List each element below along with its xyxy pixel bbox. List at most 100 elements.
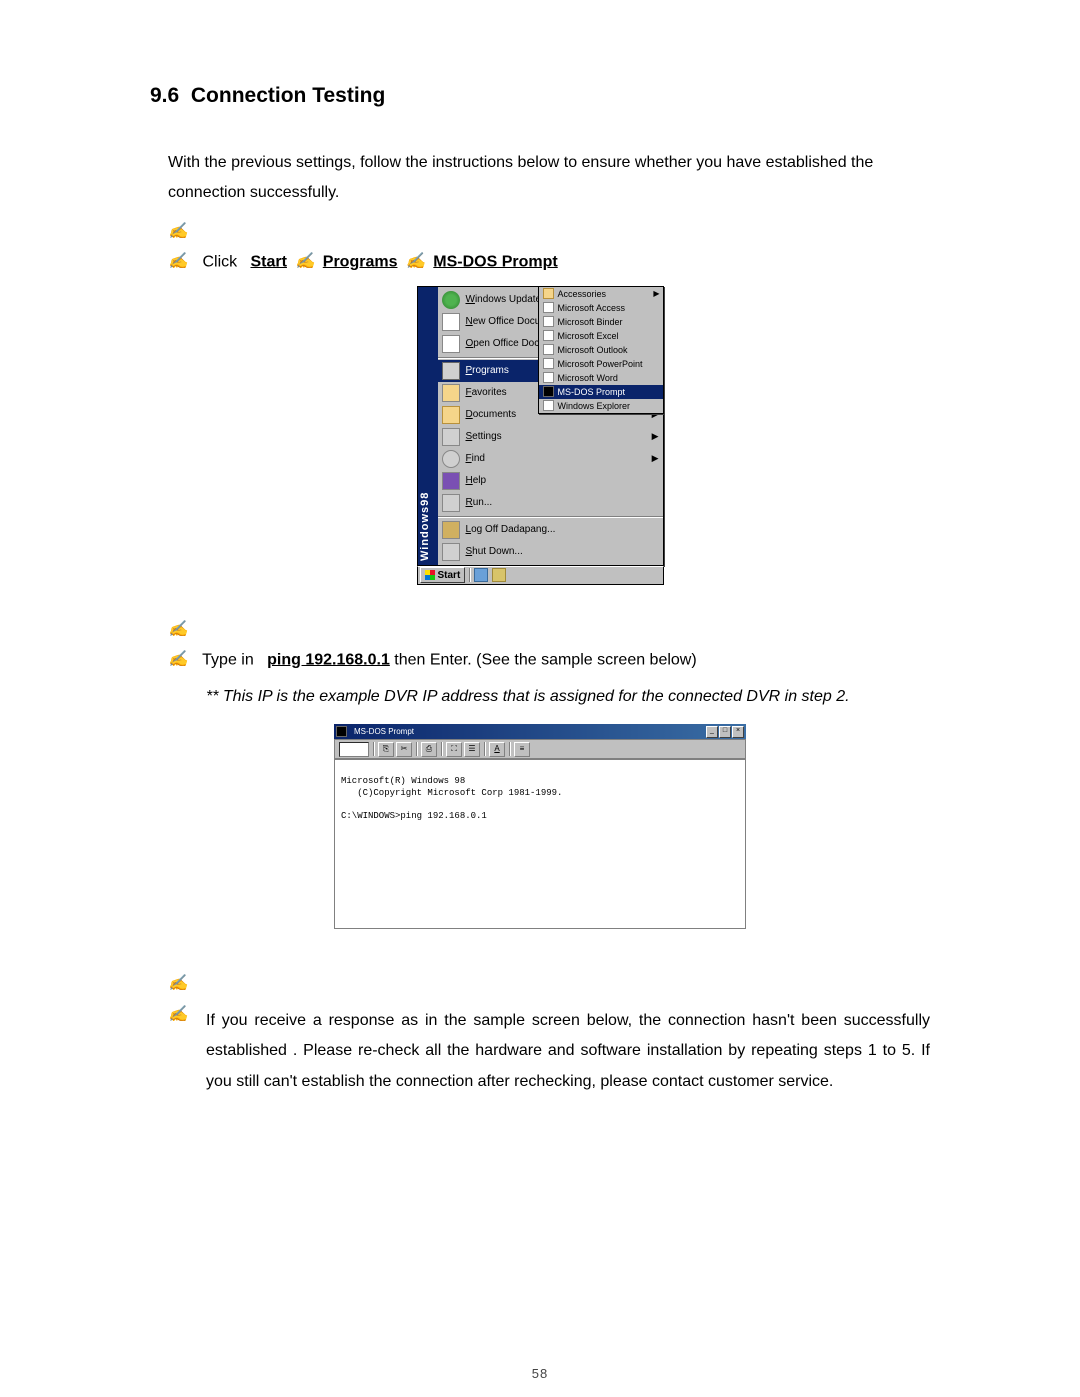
bullet-click-start: ✍✍ Click Start ✍ Programs ✍ MS-DOS Promp… bbox=[150, 217, 930, 278]
start-menu-item[interactable]: Help bbox=[438, 470, 663, 492]
star-icon bbox=[442, 384, 460, 402]
arrow-icon: ✍ bbox=[402, 253, 429, 270]
intro-text: With the previous settings, follow the i… bbox=[150, 148, 930, 209]
programs-submenu: Accessories ▶ Microsoft Access Microsoft Bi… bbox=[538, 286, 664, 414]
item-label: MS-DOS Prompt bbox=[558, 387, 626, 397]
item-label: Programs bbox=[466, 365, 509, 376]
item-label: Windows Explorer bbox=[558, 401, 631, 411]
app-icon bbox=[543, 302, 554, 313]
submenu-item[interactable]: Microsoft PowerPoint bbox=[539, 357, 663, 371]
key-icon bbox=[442, 521, 460, 539]
minimize-button[interactable]: _ bbox=[706, 726, 718, 738]
start-menu-item[interactable]: Settings ▶ bbox=[438, 426, 663, 448]
submenu-item[interactable]: Microsoft Word bbox=[539, 371, 663, 385]
submenu-item[interactable]: Microsoft Excel bbox=[539, 329, 663, 343]
item-label: Microsoft Outlook bbox=[558, 345, 628, 355]
start-menu-item[interactable]: Run... bbox=[438, 492, 663, 514]
submenu-item[interactable]: Microsoft Access bbox=[539, 301, 663, 315]
typein-label: Type in bbox=[202, 651, 254, 668]
page-number: 58 bbox=[0, 1366, 1080, 1381]
section-number: 9.6 bbox=[150, 84, 179, 107]
close-button[interactable]: × bbox=[732, 726, 744, 738]
item-label: Microsoft Access bbox=[558, 303, 626, 313]
document-page: 9.6 Connection Testing With the previous… bbox=[0, 0, 1080, 1397]
start-menu-screenshot: Accessories ▶ Microsoft Access Microsoft Bi… bbox=[417, 286, 664, 585]
shut-icon bbox=[442, 543, 460, 561]
start-menu-bottom-section: Log Off Dadapang... Shut Down... bbox=[438, 517, 663, 565]
app-icon bbox=[543, 400, 554, 411]
item-label: Windows Update bbox=[466, 294, 542, 305]
app-icon bbox=[543, 344, 554, 355]
prog-icon bbox=[442, 362, 460, 380]
toolbar-button[interactable]: ⛶ bbox=[446, 742, 462, 757]
start-menu-item[interactable]: Shut Down... bbox=[438, 541, 663, 563]
gear-icon bbox=[442, 428, 460, 446]
dos-toolbar: ⎘ ✂ ⎙ ⛶ ☰ A ≡ bbox=[334, 739, 746, 759]
maximize-button[interactable]: □ bbox=[719, 726, 731, 738]
toolbar-button-a[interactable]: A bbox=[489, 742, 505, 757]
then-enter: then Enter. (See the sample screen below… bbox=[394, 651, 696, 668]
item-label: Log Off Dadapang... bbox=[466, 524, 556, 535]
submenu-item[interactable]: Windows Explorer bbox=[539, 399, 663, 413]
item-label: Accessories bbox=[558, 289, 607, 299]
globe-icon bbox=[442, 291, 460, 309]
dos-icon bbox=[336, 726, 347, 737]
folder-icon bbox=[442, 406, 460, 424]
taskbar: Start bbox=[417, 566, 664, 585]
ip-note: ** This IP is the example DVR IP address… bbox=[150, 683, 930, 712]
section-title: 9.6 Connection Testing bbox=[150, 84, 930, 108]
dos-titlebar: MS-DOS Prompt _ □ × bbox=[334, 724, 746, 739]
submenu-item[interactable]: Accessories ▶ bbox=[539, 287, 663, 301]
dos-title: MS-DOS Prompt bbox=[354, 727, 414, 736]
click-label: Click bbox=[202, 253, 237, 270]
submenu-item[interactable]: Microsoft Outlook bbox=[539, 343, 663, 357]
item-label: Shut Down... bbox=[466, 546, 523, 557]
start-menu-item[interactable]: Log Off Dadapang... bbox=[438, 519, 663, 541]
submenu-arrow-icon: ▶ bbox=[652, 431, 659, 442]
item-label: Help bbox=[466, 475, 487, 486]
start-label: Start bbox=[250, 253, 286, 270]
bullet-typein: ✍✍ Type in ping 192.168.0.1 then Enter. … bbox=[150, 615, 930, 676]
magnify-icon bbox=[442, 450, 460, 468]
item-label: Favorites bbox=[466, 387, 507, 398]
start-menu-item[interactable]: Find▶ bbox=[438, 448, 663, 470]
tray-icon[interactable] bbox=[492, 568, 506, 582]
bullet-icon: ✍✍ bbox=[168, 969, 198, 1030]
app-icon bbox=[543, 330, 554, 341]
toolbar-button[interactable]: ⎙ bbox=[421, 742, 437, 757]
app-icon bbox=[543, 316, 554, 327]
item-label: Run... bbox=[466, 497, 493, 508]
start-menu-sidebar: Windows98 bbox=[418, 287, 438, 565]
item-label: Settings bbox=[466, 431, 502, 442]
dos-prompt-screenshot: MS-DOS Prompt _ □ × ⎘ ✂ ⎙ ⛶ ☰ A ≡ Micros… bbox=[334, 724, 746, 929]
doc-icon bbox=[442, 335, 460, 353]
windows-flag-icon bbox=[425, 570, 435, 580]
item-label: Documents bbox=[466, 409, 517, 420]
dos-icon bbox=[543, 386, 554, 397]
item-label: Microsoft PowerPoint bbox=[558, 359, 643, 369]
start-button-label: Start bbox=[438, 570, 461, 581]
book-icon bbox=[442, 472, 460, 490]
doc-icon bbox=[442, 313, 460, 331]
section-heading: Connection Testing bbox=[191, 84, 385, 107]
dos-body: Microsoft(R) Windows 98 (C)Copyright Mic… bbox=[334, 759, 746, 929]
submenu-item[interactable]: MS-DOS Prompt bbox=[539, 385, 663, 399]
submenu-item[interactable]: Microsoft Binder bbox=[539, 315, 663, 329]
toolbar-button[interactable]: ⎘ bbox=[378, 742, 394, 757]
run-icon bbox=[442, 494, 460, 512]
arrow-icon: ✍ bbox=[291, 253, 318, 270]
app-icon bbox=[543, 372, 554, 383]
submenu-arrow-icon: ▶ bbox=[653, 289, 659, 298]
submenu-arrow-icon: ▶ bbox=[652, 453, 659, 464]
font-size-select[interactable] bbox=[339, 742, 369, 757]
app-icon bbox=[543, 358, 554, 369]
item-label: Microsoft Excel bbox=[558, 331, 619, 341]
tray-icon[interactable] bbox=[474, 568, 488, 582]
bullet-icon: ✍✍ bbox=[168, 217, 198, 278]
ping-command: ping 192.168.0.1 bbox=[267, 651, 390, 668]
toolbar-button[interactable]: ≡ bbox=[514, 742, 530, 757]
start-button[interactable]: Start bbox=[420, 567, 466, 583]
toolbar-button[interactable]: ☰ bbox=[464, 742, 480, 757]
bullet-icon: ✍✍ bbox=[168, 615, 198, 676]
toolbar-button[interactable]: ✂ bbox=[396, 742, 412, 757]
